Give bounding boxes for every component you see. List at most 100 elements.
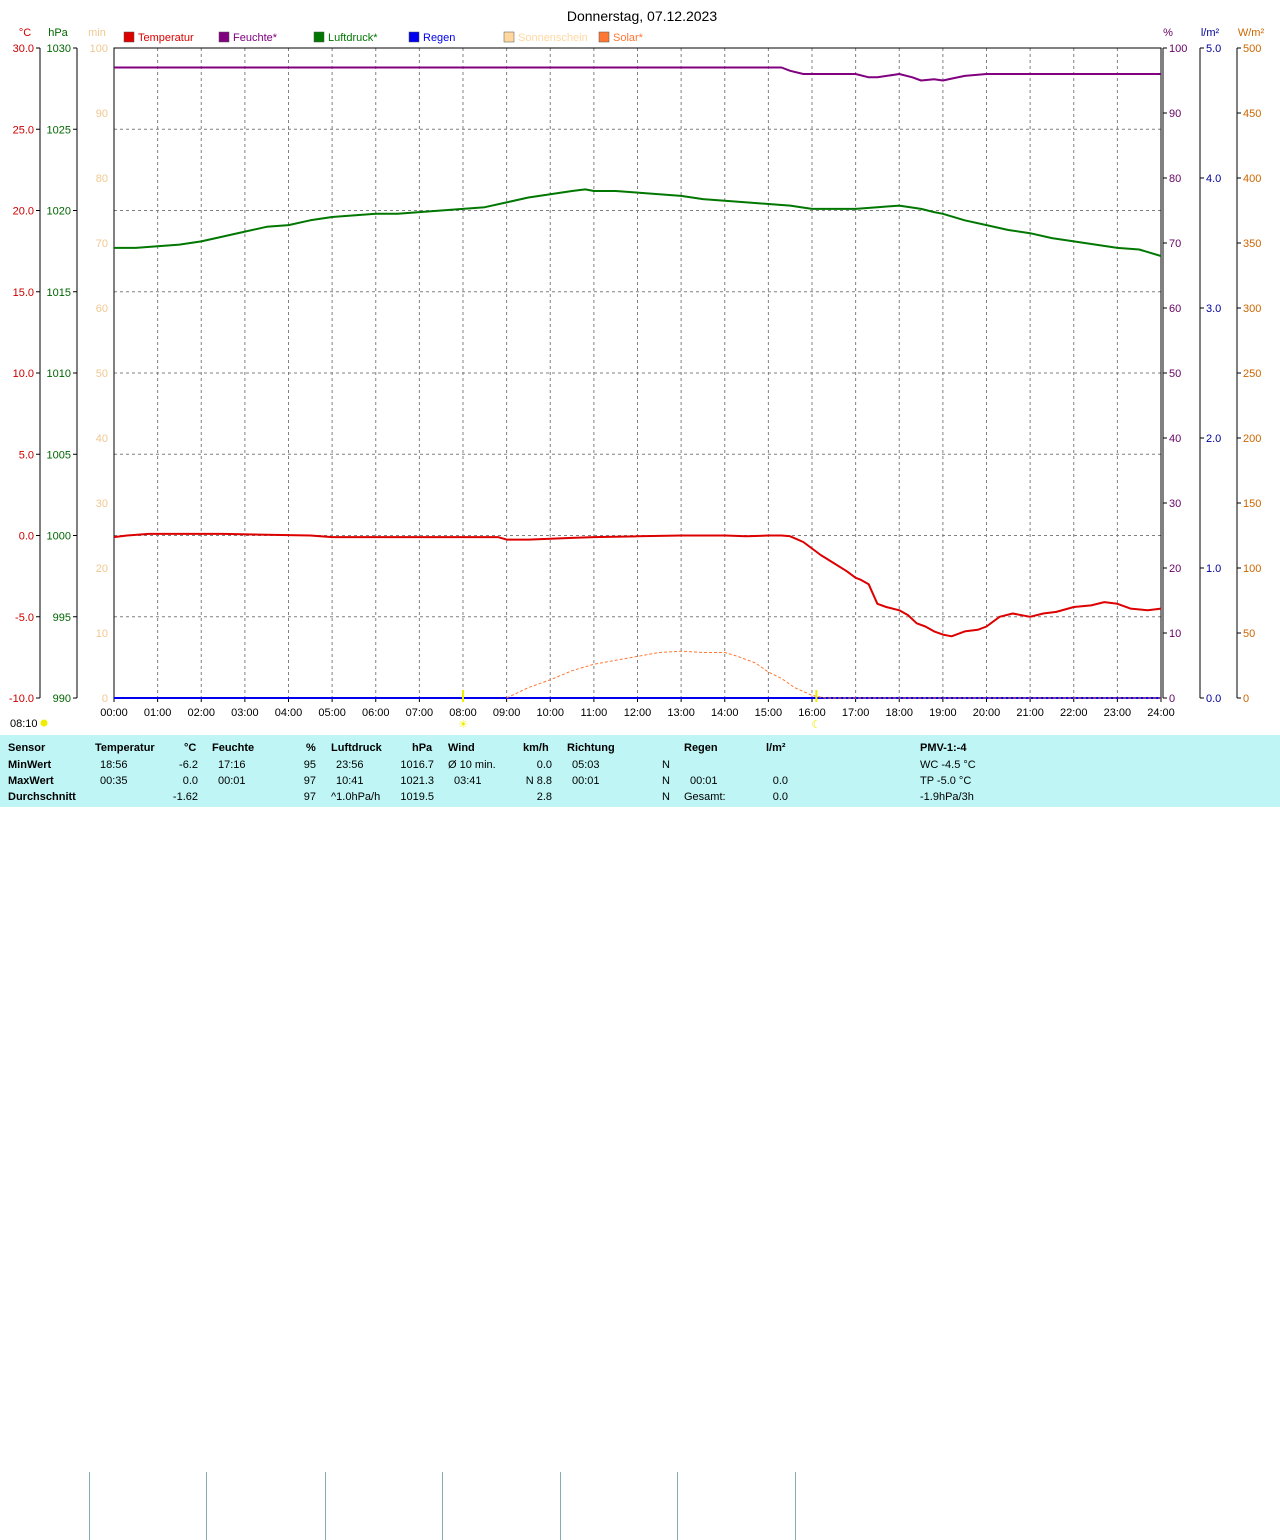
humidity-axis-unit: % — [1163, 27, 1173, 39]
solar-axis-tick-label: 400 — [1243, 173, 1261, 185]
pressure-axis-tick-label: 1000 — [47, 531, 71, 543]
row-label-min: MinWert — [8, 759, 52, 771]
solar-axis-tick-label: 250 — [1243, 368, 1261, 380]
humidity-axis-tick-label: 100 — [1169, 43, 1187, 55]
max-wind-time: 03:41 — [454, 775, 482, 787]
humidity-axis-tick-label: 20 — [1169, 563, 1181, 575]
x-axis-tick-label: 11:00 — [581, 707, 608, 719]
solar-axis-tick-label: 350 — [1243, 238, 1261, 250]
series-line-temperatur — [113, 532, 1162, 638]
header-luftdruck-unit: hPa — [412, 742, 433, 754]
temp-axis-tick-label: 20.0 — [13, 206, 34, 218]
legend-swatch — [598, 31, 610, 43]
weather-chart: Donnerstag, 07.12.2023 Temperatur Feuchte… — [9, 8, 1265, 731]
max-richtung-time: 00:01 — [572, 775, 600, 787]
humidity-axis-tick-label: 50 — [1169, 368, 1181, 380]
temp-axis-tick-label: 5.0 — [19, 449, 34, 461]
header-wind: Wind — [448, 742, 475, 754]
legend-swatch — [123, 31, 135, 43]
column-separator — [795, 1472, 796, 1540]
temp-axis-tick-label: -10.0 — [9, 693, 34, 705]
legend-swatch — [313, 31, 325, 43]
regen-gesamt-value: 0.0 — [772, 791, 788, 803]
legend: Temperatur Feuchte* Luftdruck* Regen Sonnens… — [123, 31, 644, 44]
rain-axis-unit: l/m² — [1201, 27, 1220, 39]
max-regen-value: 0.0 — [772, 775, 788, 787]
humidity-axis-tick-label: 0 — [1169, 693, 1175, 705]
legend-label: Feuchte* — [233, 32, 278, 44]
header-regen: Regen — [684, 742, 718, 754]
series-lines — [113, 66, 1162, 699]
humidity-axis-tick-label: 90 — [1169, 108, 1181, 120]
max-wind-value: N 8.8 — [525, 775, 552, 787]
header-feuchte-unit: % — [306, 742, 316, 754]
x-axis-tick-label: 19:00 — [929, 707, 957, 719]
header-sensor: Sensor — [8, 742, 46, 754]
legend-label: Luftdruck* — [328, 32, 378, 44]
column-separator — [560, 1472, 561, 1540]
x-axis-tick-label: 07:00 — [406, 707, 434, 719]
series-line-solar — [506, 650, 1161, 699]
temp-axis-tick-label: -5.0 — [15, 612, 34, 624]
minutes-axis-tick-label: 10 — [96, 628, 108, 640]
pressure-axis-tick-label: 995 — [53, 612, 71, 624]
rain-axis-tick-label: 0.0 — [1206, 693, 1221, 705]
humidity-axis-tick-label: 80 — [1169, 173, 1181, 185]
legend-label: Regen — [423, 32, 455, 44]
max-feuchte-time: 00:01 — [218, 775, 246, 787]
minutes-axis-tick-label: 100 — [90, 43, 108, 55]
header-temperatur: Temperatur — [95, 742, 155, 754]
max-feuchte-value: 97 — [303, 775, 316, 787]
rain-axis-tick-label: 4.0 — [1206, 173, 1221, 185]
x-axis-tick-label: 12:00 — [624, 707, 652, 719]
x-axis-tick-label: 00:00 — [100, 707, 128, 719]
header-feuchte: Feuchte — [212, 742, 255, 754]
x-axis-tick-label: 16:00 — [798, 707, 826, 719]
x-axis-tick-label: 06:00 — [362, 707, 390, 719]
x-axis-tick-label: 23:00 — [1104, 707, 1132, 719]
minutes-axis-tick-label: 90 — [96, 108, 108, 120]
pressure-axis-unit: hPa — [48, 27, 68, 39]
statistics-panel: Sensor Temperatur °C Feuchte % Luftdruck… — [0, 735, 1280, 1540]
pressure-axis-tick-label: 1015 — [47, 287, 71, 299]
solar-axis-tick-label: 200 — [1243, 433, 1261, 445]
avg-druck-trend: ^1.0hPa/h — [331, 791, 381, 803]
day-markers: ☀ ☾ — [458, 690, 821, 731]
day-marker-symbol: ☀ — [458, 719, 468, 731]
header-regen-unit: l/m² — [766, 742, 786, 754]
row-label-avg: Durchschnitt — [8, 791, 76, 803]
min-richtung-dir: N — [662, 759, 670, 771]
solar-axis-tick-label: 500 — [1243, 43, 1261, 55]
minutes-axis-tick-label: 20 — [96, 563, 108, 575]
minutes-axis-unit: min — [88, 27, 106, 39]
minutes-axis-tick-label: 80 — [96, 173, 108, 185]
max-temp-value: 0.0 — [182, 775, 198, 787]
rain-axis-tick-label: 3.0 — [1206, 303, 1221, 315]
solar-axis-tick-label: 150 — [1243, 498, 1261, 510]
solar-axis-tick-label: 450 — [1243, 108, 1261, 120]
day-marker-symbol: ☾ — [811, 719, 821, 731]
row-label-max: MaxWert — [8, 775, 54, 787]
legend-label: Temperatur — [138, 32, 194, 44]
chart-title: Donnerstag, 07.12.2023 — [567, 8, 717, 24]
max-regen-time: 00:01 — [690, 775, 718, 787]
temp-axis-unit: °C — [19, 27, 31, 39]
column-separator — [677, 1472, 678, 1540]
temp-axis-tick-label: 10.0 — [13, 368, 34, 380]
min-wind-value: 0.0 — [536, 759, 552, 771]
column-separator — [442, 1472, 443, 1540]
pressure-axis-tick-label: 990 — [53, 693, 71, 705]
header-pmv: PMV-1:-4 — [920, 742, 967, 754]
solar-axis-tick-label: 0 — [1243, 693, 1249, 705]
min-feuchte-time: 17:16 — [218, 759, 246, 771]
min-feuchte-value: 95 — [303, 759, 316, 771]
humidity-axis-tick-label: 30 — [1169, 498, 1181, 510]
min-temp-value: -6.2 — [179, 759, 198, 771]
x-axis-tick-label: 05:00 — [318, 707, 346, 719]
pmv-tp: TP -5.0 °C — [920, 775, 972, 787]
x-axis-tick-label: 18:00 — [885, 707, 913, 719]
x-axis-tick-label: 13:00 — [667, 707, 695, 719]
column-separator — [325, 1472, 326, 1540]
pressure-axis-tick-label: 1010 — [47, 368, 71, 380]
regen-gesamt-label: Gesamt: — [684, 791, 726, 803]
